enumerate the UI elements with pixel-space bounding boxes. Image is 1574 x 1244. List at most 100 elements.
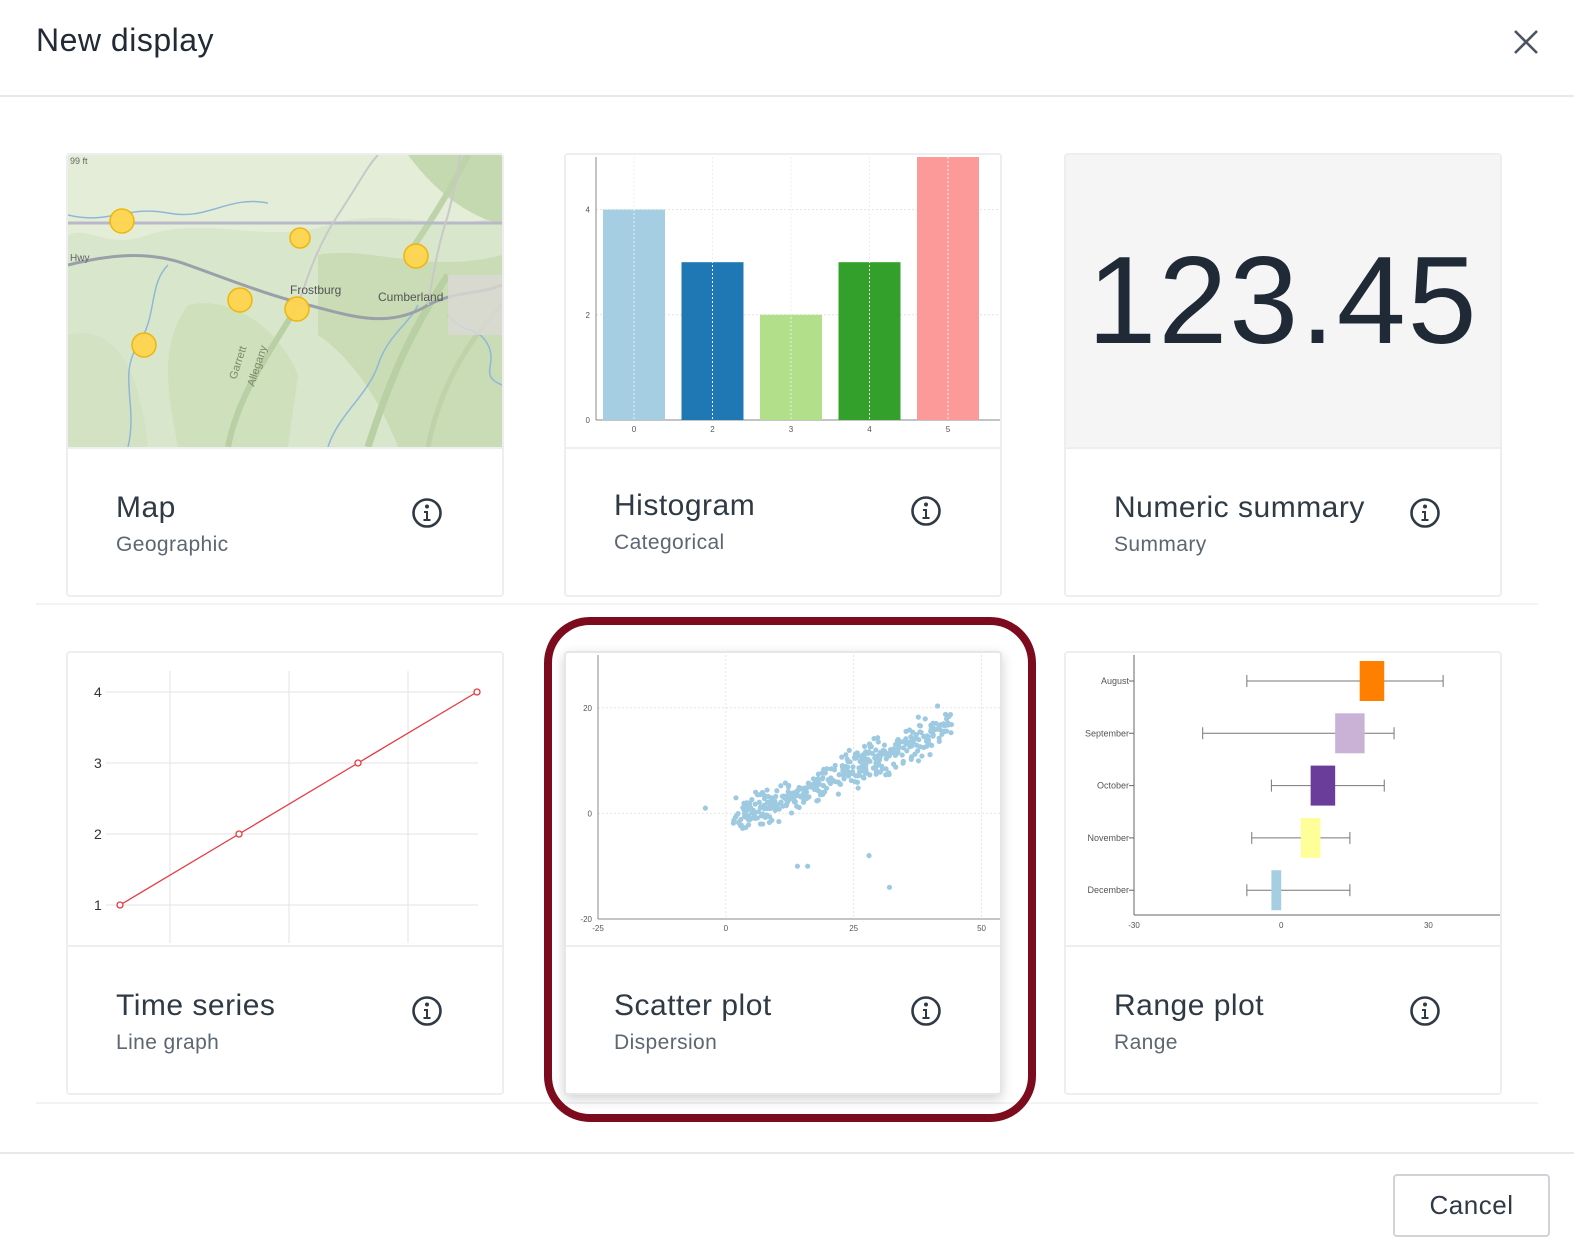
scatter-point [851,754,858,761]
histogram-chart: 0 2 4 0 2 3 4 5 [586,157,1000,434]
cancel-button[interactable]: Cancel [1393,1174,1550,1237]
card-map[interactable]: 99 ft Hwy Frostburg Cumberland Garrett A… [66,153,504,597]
scatter-point [823,785,830,791]
x-tick-label: 2 [710,425,715,434]
scatter-point [850,771,856,777]
scatter-point [930,732,936,738]
map-thumbnail: 99 ft Hwy Frostburg Cumberland Garrett A… [68,155,502,449]
scatter-point [883,766,889,772]
scatter-point [916,722,923,729]
x-tick-label: 0 [632,425,637,434]
map-marker [227,287,253,313]
x-tick-label: -30 [1128,921,1140,930]
scatter-point [908,738,914,744]
scatter-point [776,806,782,812]
scatter-point [908,734,914,740]
scatter-point [783,803,789,809]
scatter-point [793,791,799,797]
row-divider [36,1102,1538,1104]
card-time-series[interactable]: 1 2 3 4 Time series Line graph [66,651,504,1095]
info-icon[interactable] [1409,497,1441,529]
scatter-point [875,760,882,767]
scatter-point [948,721,955,728]
card-info: Map Geographic [68,447,502,595]
scatter-point [915,758,922,764]
map-marker [289,227,311,249]
close-icon[interactable] [1506,22,1546,62]
card-subtitle: Geographic [116,533,229,556]
scatter-point [740,805,746,811]
scatter-point [761,806,767,812]
series-line [119,691,478,906]
scatter-point [772,803,778,810]
dialog-title: New display [36,22,215,58]
scatter-point [785,784,792,790]
scatter-point [730,820,737,826]
numeric-summary-thumbnail: 123.45 [1066,155,1500,447]
card-info: Time series Line graph [68,945,502,1093]
scatter-point [791,799,797,805]
scatter-point [875,739,881,745]
range-box [1300,817,1321,858]
scatter-point [943,716,950,722]
scatter-point [861,775,867,781]
scatter-point [786,790,792,796]
scatter-point [773,793,779,800]
scatter-point [842,763,848,770]
scatter-point [863,756,869,763]
scatter-point [913,732,919,738]
card-scatter-plot[interactable]: -20 0 20 -25 0 25 50 Scatter plot Dispersion [564,651,1002,1095]
info-icon[interactable] [910,495,942,527]
data-point [354,759,362,767]
scatter-point [832,779,838,785]
scatter-point [873,747,879,753]
card-histogram[interactable]: 0 2 4 0 2 3 4 5 Histogram Categorical [564,153,1002,597]
data-point [116,901,124,909]
scatter-point [753,789,759,795]
info-icon[interactable] [1409,995,1441,1027]
info-icon[interactable] [411,497,443,529]
scatter-point [774,788,780,794]
scatter-point [764,799,771,805]
data-point [235,830,243,838]
scatter-point [864,770,870,776]
scatter-point [759,789,766,796]
scatter-point [752,815,758,821]
scatter-plot-thumbnail: -20 0 20 -25 0 25 50 [566,653,1000,945]
scatter-point [815,779,821,785]
scatter-point [927,752,933,758]
scatter-point [900,758,906,764]
numeric-summary-value: 123.45 [1066,155,1500,447]
info-icon[interactable] [411,995,443,1027]
scatter-point [929,742,935,748]
scatter-point [778,799,784,805]
card-subtitle: Range [1114,1031,1178,1054]
map-marker [284,296,310,322]
scatter-point [738,822,744,828]
scatter-point [817,792,824,798]
scatter-point [854,750,860,756]
info-icon[interactable] [910,995,942,1027]
card-title: Map [116,491,176,524]
scatter-point [840,768,846,774]
y-tick-label: 4 [586,206,591,215]
y-tick-label: September [1085,728,1129,738]
scatter-point [943,728,950,734]
scatter-point [787,796,794,802]
scatter-point [915,714,921,720]
time-series-chart: 1 2 3 4 [94,671,481,943]
scatter-point [805,863,811,869]
scatter-point [873,756,879,762]
y-tick-label: December [1087,885,1129,895]
scatter-point [903,728,909,734]
time-series-thumbnail: 1 2 3 4 [68,653,502,945]
card-subtitle: Categorical [614,531,725,554]
card-range-plot[interactable]: -30 0 30 August September October November Dece… [1064,651,1502,1095]
scatter-point [852,779,858,785]
range-box [1359,661,1385,701]
range-plot-chart: -30 0 30 August September October November Dece… [1085,655,1500,930]
card-info: Scatter plot Dispersion [566,945,1000,1093]
card-title: Histogram [614,489,756,522]
scatter-point [846,770,852,776]
card-numeric-summary[interactable]: 123.45 Numeric summary Summary [1064,153,1502,597]
